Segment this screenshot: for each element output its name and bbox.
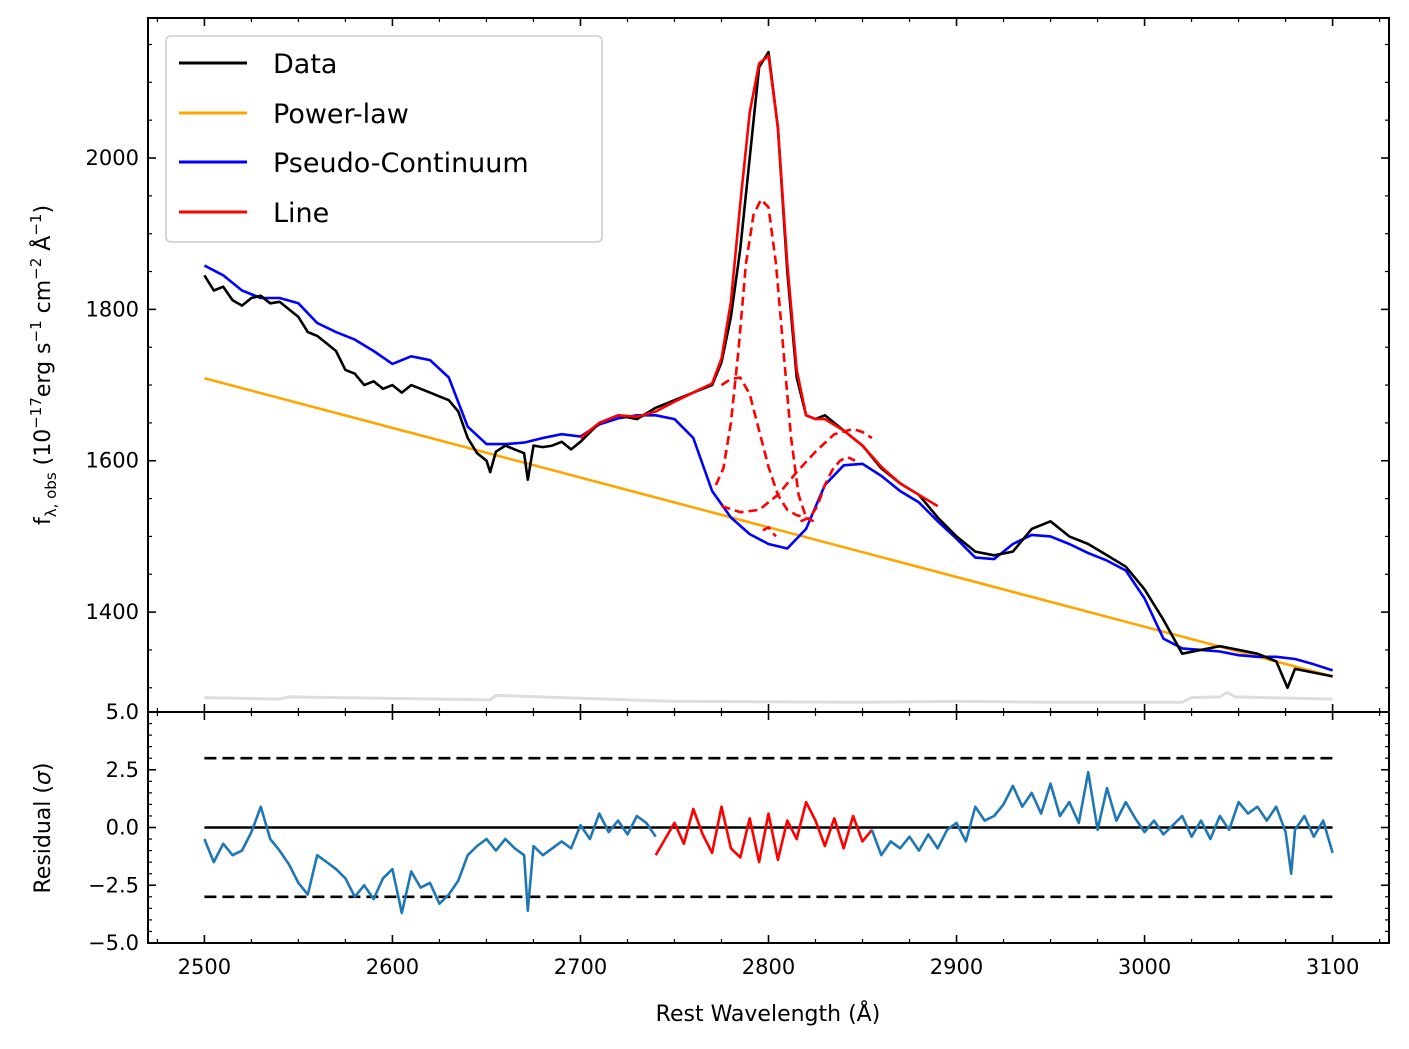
residual-panel: −5.0 −2.5 0.0 2.5 5.0 2500 2600 2700 2800 2900 300…	[31, 700, 1390, 1027]
residual-y-axis-label: Residual (σ)	[31, 762, 56, 893]
ylabel-exp1: −17	[27, 397, 45, 429]
ylabel-post: )	[31, 205, 56, 214]
residual-axes-frame	[147, 711, 1390, 944]
ylabel-exp3: −2	[27, 258, 45, 280]
legend-label-line: Line	[273, 198, 329, 229]
spectrum-series-group	[203, 50, 1334, 704]
ylabel-mid3: Å	[29, 236, 56, 258]
series-pseudo-continuum	[203, 264, 1334, 672]
series-residual	[203, 805, 657, 915]
series-line-component-4	[762, 526, 777, 538]
ylabel-sub: λ, obs	[42, 472, 60, 517]
ylabel-exp2: −1	[27, 320, 45, 342]
y-tick-label: 1600	[86, 449, 139, 473]
legend-label-power-law: Power-law	[273, 99, 409, 130]
legend: Data Power-law Pseudo-Continuum Line	[165, 35, 603, 243]
y-tick-label: −5.0	[88, 931, 139, 955]
y-tick-label: 5.0	[106, 700, 139, 724]
ylabel-mid1: erg s	[31, 343, 56, 398]
y-tick-label: 2.5	[106, 758, 139, 782]
spectrum-ticks: 1400 1600 1800 2000	[86, 18, 1389, 712]
legend-label-data: Data	[273, 49, 337, 80]
x-tick-label: 3000	[1118, 955, 1171, 979]
x-tick-label: 2700	[554, 955, 607, 979]
series-line-component-3	[721, 427, 873, 514]
x-tick-label: 3100	[1306, 955, 1359, 979]
y-tick-label: 1400	[86, 600, 139, 624]
y-tick-label: −2.5	[88, 873, 139, 897]
series-line-component-2	[720, 376, 807, 519]
series-line-component-1	[714, 198, 815, 523]
residual-ylabel-post: )	[31, 762, 56, 771]
ylabel-exp4: −1	[27, 214, 45, 236]
ylabel-pre: (10	[31, 429, 56, 473]
x-tick-label: 2800	[742, 955, 795, 979]
x-tick-label: 2500	[178, 955, 231, 979]
legend-frame	[165, 35, 603, 243]
x-axis-label: Rest Wavelength (Å)	[656, 1000, 881, 1027]
y-tick-label: 1800	[86, 297, 139, 321]
ylabel-f: f	[31, 516, 56, 525]
ylabel-mid2: cm	[31, 280, 56, 321]
residual-series-group	[203, 756, 1334, 915]
y-tick-label: 2000	[86, 146, 139, 170]
spectrum-y-axis-label: fλ, obs (10−17erg s−1 cm−2 Å−1)	[27, 205, 60, 525]
series-residual-continuum	[870, 770, 1334, 875]
series-residual-line-region	[654, 800, 873, 864]
y-tick-label: 0.0	[106, 816, 139, 840]
legend-label-pseudo-continuum: Pseudo-Continuum	[273, 148, 529, 179]
series-line	[579, 54, 939, 508]
residual-ylabel-sigma: σ	[31, 770, 56, 785]
residual-ylabel-pre: Residual (	[31, 785, 56, 894]
series-error	[204, 690, 1333, 704]
x-tick-label: 2900	[930, 955, 983, 979]
x-tick-label: 2600	[366, 955, 419, 979]
